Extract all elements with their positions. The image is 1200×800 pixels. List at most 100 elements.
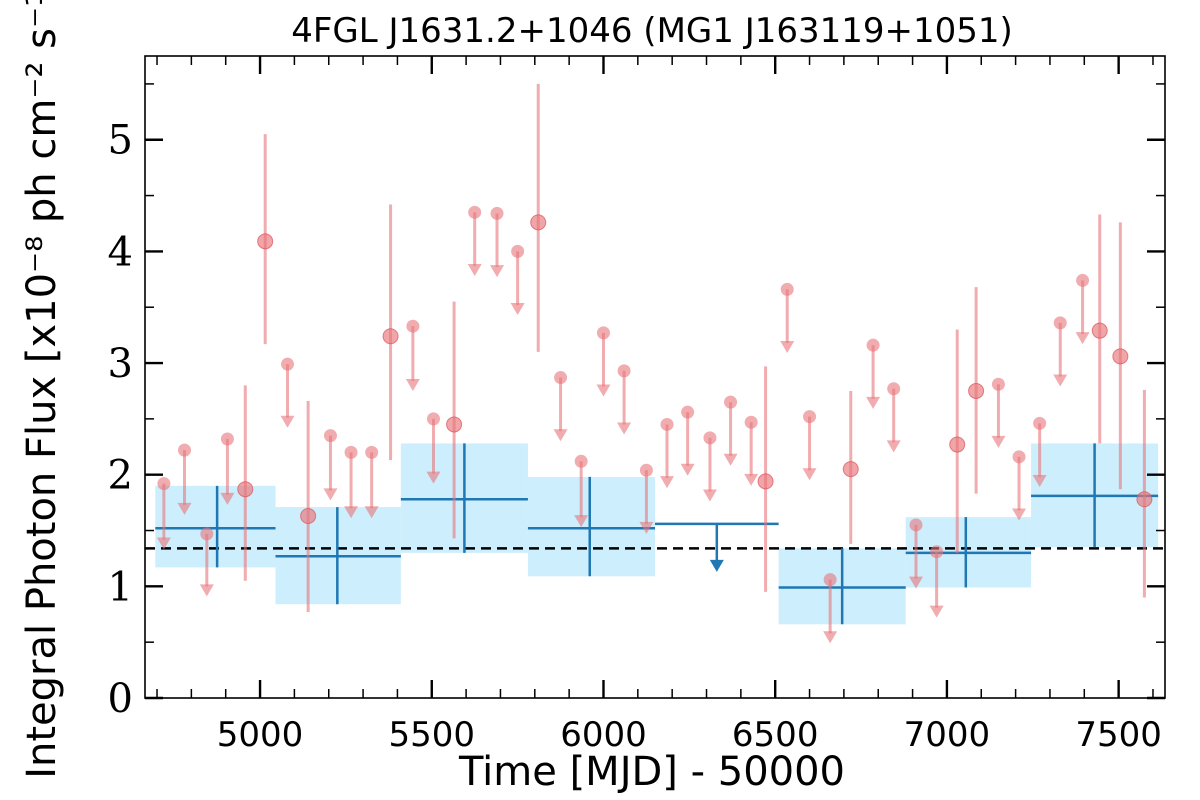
- upper-limit-point: [660, 417, 674, 431]
- upper-limit-arrow: [405, 378, 420, 391]
- upper-limit-point: [823, 573, 837, 587]
- upper-limit-point: [468, 205, 482, 219]
- upper-limit-arrow: [617, 422, 632, 435]
- upper-limit-arrow: [490, 265, 505, 278]
- flux-point: [382, 328, 399, 345]
- upper-limit-arrow: [866, 396, 881, 409]
- binned-flux-band: [155, 485, 276, 568]
- x-tick-label: 6500: [732, 715, 819, 755]
- upper-limit-arrow: [177, 502, 192, 515]
- flux-point: [446, 416, 463, 433]
- upper-limit-arrow: [1032, 474, 1047, 487]
- upper-limit-point: [866, 338, 880, 352]
- upper-limit-arrow: [802, 468, 817, 481]
- x-axis-label: Time [MJD] - 50000: [458, 749, 845, 795]
- upper-limit-arrow: [660, 476, 675, 489]
- upper-limit-point: [909, 518, 923, 532]
- upper-limit-point: [554, 371, 568, 385]
- y-tick-label: 0: [108, 676, 133, 722]
- upper-limit-point: [200, 527, 214, 541]
- upper-limit-point: [596, 326, 610, 340]
- upper-limit-arrow: [886, 440, 901, 453]
- y-tick-label: 5: [108, 118, 133, 164]
- flux-point: [237, 481, 254, 498]
- upper-limit-arrow: [1075, 332, 1090, 345]
- upper-limit-point: [490, 206, 504, 220]
- y-tick-label: 2: [108, 453, 133, 499]
- flux-point: [530, 214, 547, 231]
- plot-axes: 5000 5500 6000 6500 7000 7500 0 1 2 3 4 5: [108, 55, 1166, 755]
- upper-limit-arrow: [823, 631, 838, 644]
- upper-limit-arrow: [510, 303, 525, 316]
- upper-limit-arrow: [156, 537, 171, 550]
- upper-limit-arrow: [280, 415, 295, 428]
- upper-limit-arrow: [929, 605, 944, 618]
- upper-limit-arrow: [199, 584, 214, 597]
- upper-limit-arrow: [991, 435, 1006, 448]
- y-axis-label: Integral Photon Flux [x10⁻⁸ ph cm⁻² s⁻¹]: [19, 0, 65, 779]
- flux-point: [1136, 491, 1153, 508]
- flux-point: [949, 436, 966, 453]
- flux-point: [968, 382, 985, 399]
- x-tick-label: 5000: [217, 715, 304, 755]
- upper-limit-point: [1012, 450, 1026, 464]
- upper-limit-arrow: [680, 463, 695, 476]
- upper-limit-point: [703, 431, 717, 445]
- flux-point: [842, 461, 859, 478]
- upper-limit-point: [991, 377, 1005, 391]
- plot-frame: [144, 55, 1166, 699]
- upper-limit-point: [930, 545, 944, 559]
- x-tick-label: 7500: [1075, 715, 1162, 755]
- upper-limit-point: [681, 405, 695, 419]
- upper-limit-arrow: [744, 473, 759, 486]
- upper-limit-point: [744, 415, 758, 429]
- binned-flux-band: [527, 476, 655, 577]
- upper-limit-arrow: [596, 384, 611, 397]
- upper-limit-point: [220, 432, 234, 446]
- flux-point: [757, 473, 774, 490]
- upper-limit-point: [724, 395, 738, 409]
- upper-limit-point: [1033, 416, 1047, 430]
- upper-limit-point: [639, 463, 653, 477]
- upper-limit-arrow: [364, 506, 379, 519]
- flux-point: [1112, 348, 1129, 365]
- upper-limit-point: [887, 382, 901, 396]
- y-tick-label: 3: [108, 341, 133, 387]
- upper-limit-arrow: [780, 340, 795, 353]
- flux-point: [300, 508, 317, 525]
- upper-limit-arrow: [426, 471, 441, 484]
- upper-limit-point: [365, 445, 379, 459]
- upper-limit-arrow: [1053, 374, 1068, 387]
- y-tick-label: 1: [108, 564, 133, 610]
- upper-limit-point: [157, 477, 171, 491]
- y-tick-label: 4: [108, 229, 133, 275]
- upper-limit-arrow: [702, 489, 717, 502]
- binned-upper-limit-arrow: [709, 559, 724, 572]
- upper-limit-point: [177, 443, 191, 457]
- chart-title: 4FGL J1631.2+1046 (MG1 J163119+1051): [291, 11, 1013, 51]
- upper-limit-arrow: [1012, 508, 1027, 521]
- upper-limit-point: [780, 282, 794, 296]
- upper-limit-arrow: [639, 521, 654, 534]
- upper-limit-arrow: [344, 506, 359, 519]
- upper-limit-point: [344, 445, 358, 459]
- upper-limit-point: [511, 244, 525, 258]
- upper-limit-point: [1053, 316, 1067, 330]
- upper-limit-point: [323, 429, 337, 443]
- upper-limit-arrow: [574, 515, 589, 528]
- upper-limit-point: [803, 410, 817, 424]
- upper-limit-arrow: [220, 492, 235, 505]
- binned-flux-marks: [155, 443, 1159, 625]
- upper-limit-point: [1076, 273, 1090, 287]
- upper-limit-point: [574, 454, 588, 468]
- upper-limit-point: [281, 357, 295, 371]
- x-tick-label: 7000: [904, 715, 991, 755]
- upper-limit-arrow: [723, 453, 738, 466]
- upper-limit-point: [426, 412, 440, 426]
- x-tick-label: 5500: [389, 715, 476, 755]
- upper-limit-arrow: [467, 263, 482, 276]
- binned-flux-bands: [155, 443, 1159, 625]
- upper-limit-arrow: [553, 429, 568, 442]
- flux-point: [1091, 322, 1108, 339]
